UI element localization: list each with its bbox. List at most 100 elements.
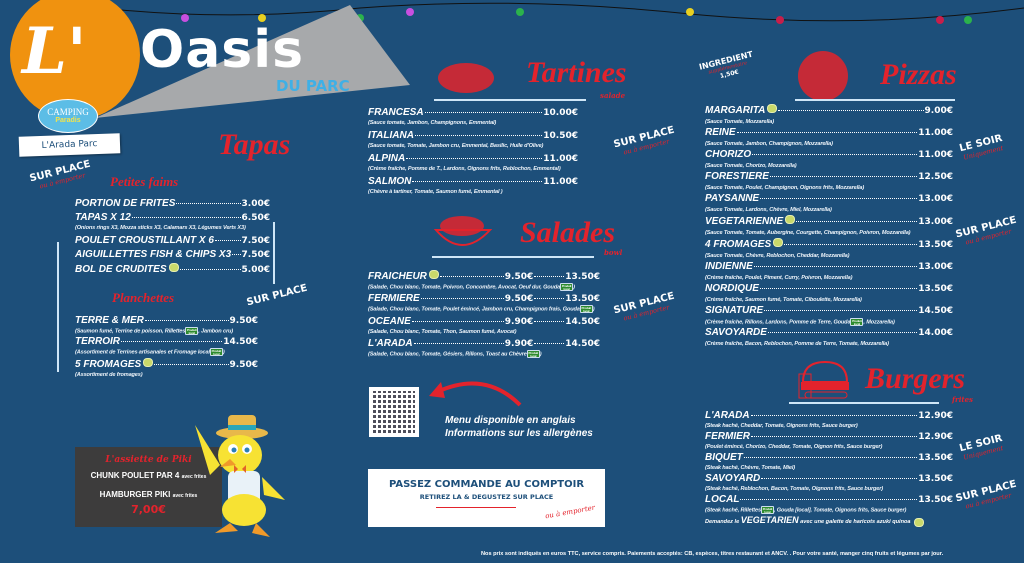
menu-item-name: 4 FROMAGES (705, 239, 772, 250)
vegetarian-icon (143, 357, 154, 367)
menu-item-price: 12.50€ (918, 172, 953, 182)
menu-item-price: 14.50€ (223, 337, 258, 348)
description-text: (Sauce Tomate, Tomate, Aubergine, Courge… (705, 229, 911, 236)
menu-item: L'ARADA 12.90€ (Steak haché, Cheddar, Toma… (705, 410, 953, 431)
menu-item: TERRE & MER 9.50€ (Saumon fumé, Terrine de… (75, 315, 258, 336)
menu-item-row: INDIENNE 13.00€ (705, 261, 953, 274)
salad-bowl-icon (433, 216, 493, 246)
menu-item-name: VEGETARIENNE (705, 216, 784, 227)
description-text: (Salade, Chou blanc, Tomate, Gésiers, Ri… (368, 351, 527, 358)
arada-parc-label: L'Arada Parc (18, 133, 121, 157)
menu-item-description: (Assortiment de Terrines artisanales et … (75, 348, 258, 357)
menu-item-row: BIQUET 13.50€ (705, 452, 953, 464)
menu-item-name: SAVOYARD (705, 473, 761, 484)
menu-item-name: SALMON (368, 176, 412, 187)
menu-item-row: SIGNATURE 14.50€ (705, 305, 953, 318)
sur-place-stamp: SUR PLACE ou à emporter (955, 479, 1020, 512)
menu-item-description: (Onions rings X3, Mozza sticks X3, Calam… (75, 224, 270, 233)
menu-item: VEGETARIENNE 13.00€ (Sauce Tomate, Tomate,… (705, 215, 953, 237)
logo-name: Oasis (140, 20, 305, 80)
salades-title: Salades (520, 218, 615, 248)
description-text: (Steak haché, Chèvre, Tomate, Miel) (705, 465, 795, 471)
menu-item-description: (Crème fraîche, Bacon, Reblochon, Pomme … (705, 340, 953, 349)
menu-item: CHORIZO 11.00€ (Sauce Tomate, Chorizo, Moz… (705, 149, 953, 170)
menu-item-name: FORESTIERE (705, 171, 769, 182)
light-bulb (516, 8, 524, 16)
kids-menu-title: L'assiette de Piki (105, 455, 192, 465)
menu-item-price: 9.90€ (504, 338, 534, 349)
dot-leader (414, 135, 543, 136)
description-text: (Steak haché, Reblochon, Bacon, Tomate, … (705, 486, 883, 492)
menu-item-name: L'ARADA (705, 410, 750, 421)
vegetarian-note: Demandez le VEGETARIEN avec une galette … (705, 515, 953, 528)
description-text: (Sauce Tomate, Mozzarella) (705, 118, 774, 125)
menu-item: PORTION DE FRITES 3.00€ (75, 198, 270, 210)
menu-item: FERMIERE 9.50€ 13.50€ (Salade, Chou blanc, … (368, 293, 600, 314)
vegetarian-icon (168, 263, 179, 272)
divider (795, 99, 955, 101)
menu-item-row: FRAICHEUR 9.50€ 13.50€ (368, 270, 600, 283)
vegetarian-icon (773, 238, 784, 247)
dot-leader (796, 221, 918, 222)
dot-leader (751, 436, 918, 437)
menu-item-row: FORESTIERE 12.50€ (705, 171, 953, 184)
description-text: (Sauce tomate, Jambon, Champignons, Emme… (368, 120, 497, 126)
dot-leader (420, 298, 504, 300)
menu-item: REINE 11.00€ (Sauce Tomate, Jambon, Champi… (705, 127, 953, 148)
menu-item-name: ITALIANA (368, 130, 414, 141)
menu-item-row: TERROIR 14.50€ (75, 336, 258, 348)
kids-item-suffix: avec frites (172, 493, 198, 499)
dot-leader (424, 112, 543, 113)
menu-item-row: TAPAS X 12 6.50€ (75, 212, 270, 224)
produit-local-badge: Produit local (850, 317, 864, 326)
menu-item: TERROIR 14.50€ (Assortiment de Terrines ar… (75, 336, 258, 357)
menu-item-row: PAYSANNE 13.00€ (705, 193, 953, 206)
menu-item-description: (Saumon fumé, Terrine de poisson, Rillet… (75, 327, 258, 336)
divider (436, 507, 516, 508)
menu-item-price: 7.50€ (241, 250, 270, 260)
description-text: , Mozzarella) (863, 318, 895, 325)
description-text: (Assortiment de fromages) (75, 371, 143, 378)
menu-item-description: (Assortiment de fromages) (75, 371, 258, 380)
dot-leader (769, 176, 918, 177)
produit-local-badge: Produit local (185, 327, 199, 335)
menu-item-name: TAPAS X 12 (75, 212, 131, 223)
menu-item-name: OCEANE (368, 315, 411, 327)
menu-item-price: 14.50€ (918, 306, 953, 316)
vegetarian-icon (785, 215, 796, 224)
menu-item-price: 12.90€ (918, 432, 953, 442)
dot-leader (179, 269, 241, 270)
logo-subtitle: DU PARC (276, 77, 350, 95)
burger-icon (798, 360, 849, 399)
tapas-title: Tapas (218, 130, 290, 160)
menu-item: AIGUILLETTES FISH & CHIPS X3 7.50€ (75, 249, 270, 261)
menu-item-price: 13.50€ (918, 474, 953, 484)
sur-place-stamp: SUR PLACE ou à emporter (955, 215, 1020, 248)
description-text: (Assortiment de Terrines artisanales et … (75, 349, 210, 356)
order-line-1: PASSEZ COMMANDE AU COMPTOIR (388, 479, 585, 490)
veg-note-word: VEGETARIEN (740, 515, 799, 526)
menu-item-price: 12.90€ (918, 411, 953, 421)
menu-item-description: (Salade, Chou blanc, Tomate, Poivron, Co… (368, 283, 600, 292)
menu-item-row: CHORIZO 11.00€ (705, 149, 953, 162)
menu-item-price: 9.00€ (924, 106, 953, 116)
dot-leader (131, 217, 241, 218)
menu-item-name: BOL DE CRUDITES (75, 264, 167, 275)
description-text: (Sauce Tomate, Jambon, Champignon, Mozza… (705, 140, 833, 147)
vegetarian-icon (914, 517, 925, 527)
produit-local-badge: Produit local (209, 348, 223, 357)
vegetarian-icon (428, 270, 439, 279)
dot-leader (439, 276, 504, 277)
qr-code[interactable] (369, 387, 419, 437)
menu-item-row: L'ARADA 9.90€ 14.50€ (368, 338, 600, 350)
order-banner: PASSEZ COMMANDE AU COMPTOIR RETIREZ LA &… (368, 469, 605, 527)
light-bulb (964, 16, 972, 24)
menu-item-description: (Crème fraîche, Saumon fumé, Tomate, Cib… (705, 296, 953, 305)
dot-leader (759, 288, 918, 289)
description-text: (Crème fraîche, Bacon, Reblochon, Pomme … (705, 340, 889, 347)
dot-leader (760, 198, 918, 199)
menu-item-row: LOCAL 13.50€ (705, 494, 953, 506)
dot-leader (753, 266, 918, 267)
menu-item-name: LOCAL (705, 494, 740, 505)
menu-item-description: (Sauce Tomate, Lardons, Chèvre, Miel, Mo… (705, 206, 953, 215)
